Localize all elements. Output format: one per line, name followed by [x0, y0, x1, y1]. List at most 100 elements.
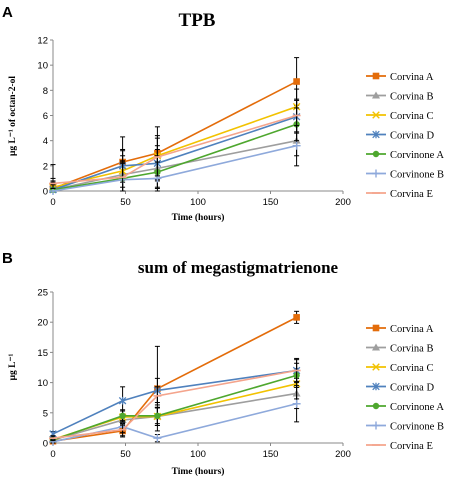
legend-label: Corvinone B	[390, 170, 444, 181]
legend-marker	[372, 111, 380, 119]
series-line	[52, 316, 297, 442]
legend-marker	[372, 363, 380, 371]
x-tick-label: 0	[50, 197, 55, 208]
series-line	[52, 114, 297, 185]
legend-item: Corvinone A	[366, 150, 444, 161]
legend-item: Corvina E	[366, 189, 433, 200]
legend-label: Corvina E	[390, 189, 433, 200]
panel-b-title: sum of megastigmatrienone	[138, 258, 339, 277]
data-point	[292, 141, 301, 150]
series-line	[52, 80, 297, 190]
panel-a-series	[49, 57, 301, 195]
y-tick-label: 0	[43, 439, 48, 450]
panel-b-x-axis-label: Time (hours)	[172, 466, 225, 477]
data-point	[119, 412, 126, 420]
x-tick-label: 100	[190, 197, 206, 208]
y-tick-label: 4	[43, 136, 48, 147]
x-tick-label: 50	[120, 449, 131, 460]
y-tick-label: 25	[37, 288, 48, 299]
legend-marker	[372, 421, 380, 430]
series-line	[52, 369, 297, 439]
legend-marker	[372, 130, 380, 139]
y-tick-label: 2	[43, 161, 48, 172]
legend-label: Corvina D	[390, 131, 434, 142]
panel-a-title: TPB	[179, 10, 216, 31]
x-tick-label: 50	[120, 197, 131, 208]
series-line	[52, 369, 297, 435]
panel-b: B sum of megastigmatrienone 0 5 10 15 20 25 0 5…	[2, 250, 444, 477]
y-tick-label: 12	[37, 36, 48, 47]
legend-label: Corvinone B	[390, 422, 444, 433]
legend-item: Corvina C	[366, 111, 433, 122]
x-tick-label: 200	[335, 197, 351, 208]
series-line	[52, 144, 297, 192]
data-point	[118, 396, 127, 405]
legend-item: Corvina B	[366, 343, 433, 355]
legend-item: Corvinone B	[366, 421, 444, 433]
legend-marker	[372, 150, 380, 158]
series-line	[52, 115, 297, 191]
legend-marker	[372, 343, 380, 351]
legend-marker	[372, 324, 380, 332]
x-tick-label: 150	[263, 197, 279, 208]
legend-marker	[372, 72, 380, 80]
x-tick-label: 200	[335, 449, 351, 460]
x-tick-label: 100	[190, 449, 206, 460]
legend-label: Corvina A	[390, 72, 434, 83]
panel-a: A TPB 0 2 4 6 8 10 12 0 50 100 150 200 Time (hours)…	[2, 4, 444, 223]
legend-item: Corvina A	[366, 72, 434, 83]
legend-item: Corvina A	[366, 324, 434, 335]
legend-label: Corvina E	[390, 441, 433, 452]
legend-label: Corvina B	[390, 92, 433, 103]
data-point	[292, 399, 301, 408]
legend-label: Corvina B	[390, 344, 433, 355]
series-corvina-e	[49, 98, 301, 192]
panel-b-legend: Corvina A Corvina B Corvina C Corvina D Corv…	[366, 324, 444, 452]
data-point	[293, 314, 300, 321]
legend-label: Corvina C	[390, 111, 433, 122]
panel-b-axes: 0 5 10 15 20 25 0 50 100 150 200	[37, 288, 351, 461]
panel-a-letter: A	[2, 4, 13, 21]
series-corvina-a	[49, 310, 300, 445]
series-line	[52, 392, 297, 441]
series-corvina-d	[49, 357, 301, 438]
series-line	[52, 123, 297, 191]
y-tick-label: 15	[37, 348, 48, 359]
panel-a-axes: 0 2 4 6 8 10 12 0 50 100 150 200	[37, 36, 351, 209]
data-point	[293, 78, 300, 85]
series-corvina-a	[49, 57, 300, 192]
x-tick-label: 0	[50, 449, 55, 460]
legend-label: Corvina D	[390, 383, 434, 394]
series-line	[52, 374, 297, 441]
legend-item: Corvinone A	[366, 402, 444, 413]
y-tick-label: 0	[43, 187, 48, 198]
panel-a-y-axis-label: μg L⁻¹ of octan-2-ol	[8, 76, 18, 156]
legend-label: Corvina A	[390, 324, 434, 335]
legend-label: Corvinone A	[390, 402, 444, 413]
legend-label: Corvinone A	[390, 150, 444, 161]
legend-item: Corvina D	[366, 131, 434, 142]
y-tick-label: 20	[37, 318, 48, 329]
y-tick-label: 10	[37, 61, 48, 72]
panel-a-x-axis-label: Time (hours)	[172, 212, 225, 223]
panel-b-y-axis-label: μg L⁻¹	[8, 353, 18, 380]
legend-marker	[372, 402, 380, 410]
series-line	[52, 105, 297, 189]
panel-b-series	[49, 310, 301, 446]
y-tick-label: 10	[37, 378, 48, 389]
legend-item: Corvina B	[366, 91, 433, 103]
y-tick-label: 8	[43, 86, 48, 97]
legend-item: Corvina D	[366, 383, 434, 394]
legend-item: Corvinone B	[366, 169, 444, 181]
panel-a-legend: Corvina A Corvina B Corvina C Corvina D Corv…	[366, 72, 444, 200]
x-tick-label: 150	[263, 449, 279, 460]
legend-item: Corvina E	[366, 441, 433, 452]
legend-marker	[372, 382, 380, 391]
data-point	[154, 412, 161, 420]
legend-marker	[372, 91, 380, 99]
y-tick-label: 6	[43, 111, 48, 122]
series-line	[52, 139, 297, 191]
data-point	[153, 434, 162, 443]
legend-marker	[372, 169, 380, 178]
